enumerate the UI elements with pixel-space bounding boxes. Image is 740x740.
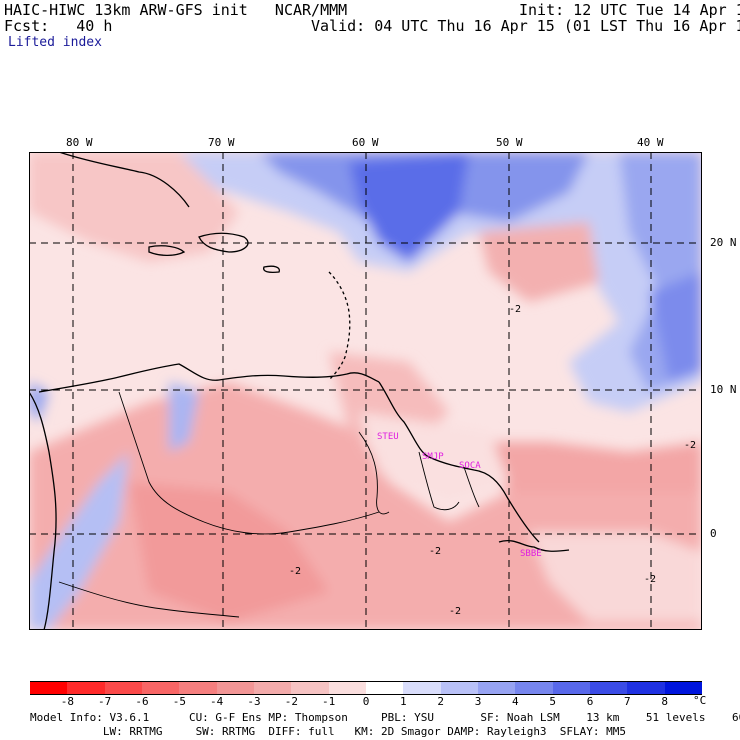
colorbar-tick-label: -2	[284, 695, 298, 708]
border-suriname	[418, 451, 460, 511]
colorbar-tick-label: 8	[661, 695, 668, 708]
jamaica-coast	[148, 245, 186, 257]
contour-label: -2	[644, 574, 656, 585]
colorbar-tick-label: -7	[98, 695, 112, 708]
colorbar-swatch	[664, 681, 703, 695]
lesser-antilles	[328, 271, 351, 381]
contour-label: -2	[684, 440, 696, 451]
colorbar-swatch	[478, 681, 516, 695]
forecast-hour: Fcst: 40 h	[4, 17, 113, 35]
lat-label-20n: 20 N	[710, 236, 737, 249]
colorbar-swatch	[366, 681, 404, 695]
station-label: SBBE	[520, 549, 542, 559]
station-label: SOCA	[459, 461, 481, 471]
run-title: HAIC-HIWC 13km ARW-GFS init NCAR/MMM	[4, 1, 348, 19]
colorbar-tick-label: -3	[247, 695, 261, 708]
venezuela-coast	[38, 363, 380, 393]
lon-label-60w: 60 W	[352, 136, 379, 149]
field-name: Lifted index	[8, 35, 102, 50]
lon-label-70w: 70 W	[208, 136, 235, 149]
lat-label-10n: 10 N	[710, 383, 737, 396]
colorbar-swatch	[440, 681, 479, 695]
colorbar-swatch	[179, 681, 218, 695]
lifted-index-map: -2 -2 -2 -2 -2 -2 STEU SMJP SOCA SBBE	[29, 152, 702, 630]
colorbar-swatch	[216, 681, 255, 695]
colorbar-tick-label: -4	[210, 695, 224, 708]
model-info-line1: Model Info: V3.6.1 CU: G-F Ens MP: Thomp…	[30, 711, 740, 724]
cuba-coast	[58, 152, 190, 208]
colorbar-tick-label: -8	[60, 695, 74, 708]
colorbar-swatch	[403, 681, 442, 695]
pacific-coast	[29, 391, 57, 630]
colorbar-swatch	[67, 681, 106, 695]
hispaniola-coast	[198, 232, 249, 253]
colorbar-tick-label: -6	[135, 695, 149, 708]
border-brazil-north	[203, 511, 380, 535]
border-colombia	[118, 391, 205, 523]
colorbar-tick-label: 4	[512, 695, 519, 708]
contour-label: -2	[289, 566, 301, 577]
colorbar-swatch	[515, 681, 554, 695]
amazon-mouth	[498, 540, 570, 552]
borders	[58, 391, 480, 618]
lon-label-40w: 40 W	[637, 136, 664, 149]
colorbar-unit: °C	[693, 694, 707, 707]
colorbar-tick-label: 7	[624, 695, 631, 708]
colorbar-swatch	[590, 681, 628, 695]
colorbar-tick-label: -1	[322, 695, 336, 708]
model-info-line2: LW: RRTMG SW: RRTMG DIFF: full KM: 2D Sm…	[30, 725, 627, 738]
contour-label: -2	[449, 606, 461, 617]
contour-label: -2	[509, 304, 521, 315]
colorbar-tick-label: 3	[474, 695, 482, 708]
contour-label: -2	[429, 546, 441, 557]
map-frame	[29, 152, 702, 630]
border-venezuela-guyana	[358, 431, 390, 515]
colorbar-swatch	[291, 681, 330, 695]
station-label: SMJP	[422, 452, 444, 462]
colorbar-tick-label: 5	[549, 695, 556, 708]
guiana-coast	[378, 381, 540, 543]
colorbar-tick-label: -5	[172, 695, 186, 708]
colorbar-swatch	[30, 681, 68, 695]
coastlines	[29, 152, 570, 630]
border-peru	[58, 581, 240, 618]
init-time: Init: 12 UTC Tue 14 Apr 15	[519, 1, 740, 19]
colorbar-swatch	[142, 681, 180, 695]
colorbar-tick-label: 1	[400, 695, 407, 708]
colorbar-tick-label: 0	[362, 695, 370, 708]
station-label: STEU	[377, 432, 399, 442]
colorbar-swatch	[552, 681, 591, 695]
lat-label-0: 0	[710, 527, 717, 540]
lon-label-80w: 80 W	[66, 136, 93, 149]
puerto-rico-coast	[263, 265, 280, 273]
colorbar-swatch	[627, 681, 666, 695]
colorbar-tick-label: 6	[586, 695, 594, 708]
valid-time: Valid: 04 UTC Thu 16 Apr 15 (01 LST Thu …	[311, 17, 740, 35]
colorbar-swatch	[104, 681, 143, 695]
colorbar-tick-label: 2	[437, 695, 444, 708]
lon-label-50w: 50 W	[496, 136, 523, 149]
lat-lon-grid	[29, 152, 702, 630]
border-french-guiana	[463, 466, 480, 508]
colorbar-swatch	[328, 681, 367, 695]
colorbar-swatch	[254, 681, 292, 695]
